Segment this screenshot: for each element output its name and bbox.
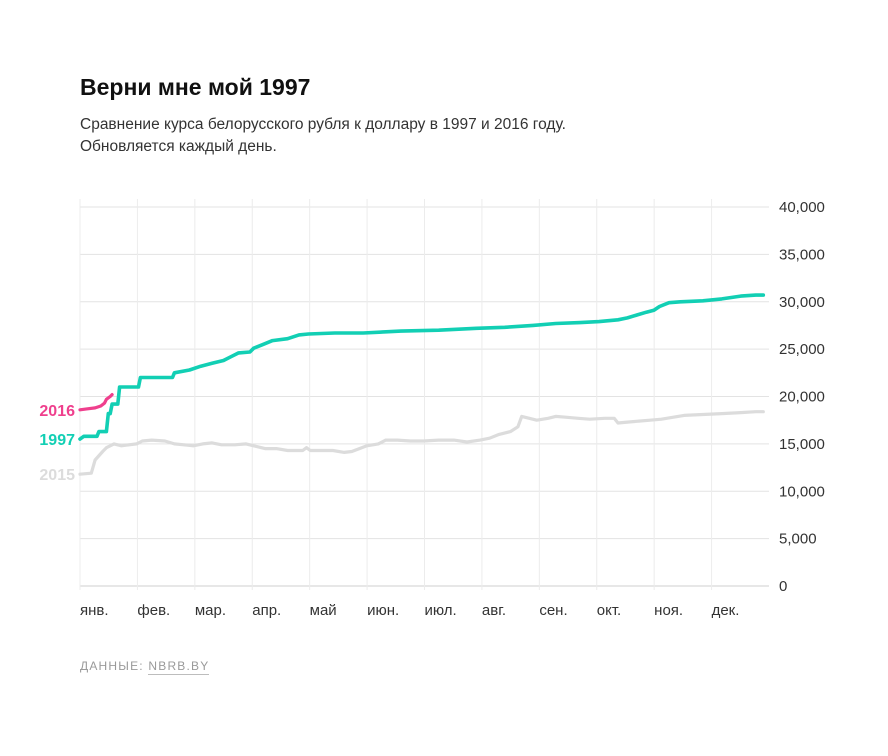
source-label: ДАННЫЕ:	[80, 659, 144, 673]
y-tick-label: 25,000	[779, 341, 825, 358]
y-tick-label: 35,000	[779, 246, 825, 263]
y-tick-label: 15,000	[779, 436, 825, 453]
y-tick-label: 5,000	[779, 531, 817, 548]
x-tick-label: янв.	[80, 602, 109, 619]
y-tick-label: 10,000	[779, 483, 825, 500]
series-line-1997	[78, 293, 766, 441]
x-tick-label: мар.	[195, 602, 226, 619]
series-label-1997: 1997	[39, 432, 75, 449]
axis-layer: 0 5,000 10,000 15,000 20,000 25,000 30,000 35,0…	[80, 199, 825, 619]
x-tick-label: сен.	[539, 602, 567, 619]
chart-title: Верни мне мой 1997	[80, 74, 311, 100]
y-tick-label: 0	[779, 578, 787, 595]
y-tick-label: 20,000	[779, 389, 825, 406]
line-chart: 0 5,000 10,000 15,000 20,000 25,000 30,000 35,0…	[39, 199, 825, 619]
subtitle-line-1: Сравнение курса белорусского рубля к дол…	[80, 116, 566, 133]
x-tick-label: окт.	[597, 602, 621, 619]
x-tick-label: май	[310, 602, 337, 619]
legend-labels: 2015 1997 2016	[39, 403, 75, 484]
chart-subtitle: Сравнение курса белорусского рубля к дол…	[80, 114, 680, 158]
x-tick-label: дек.	[712, 602, 740, 619]
series-label-2015: 2015	[39, 467, 75, 484]
series-line-2015	[78, 410, 765, 476]
x-tick-label: июл.	[425, 602, 457, 619]
series-line-2016	[78, 393, 114, 412]
x-tick-label: фев.	[137, 602, 170, 619]
y-tick-label: 30,000	[779, 294, 825, 311]
y-tick-label: 40,000	[779, 199, 825, 216]
x-tick-label: авг.	[482, 602, 506, 619]
x-tick-label: апр.	[252, 602, 281, 619]
x-tick-label: ноя.	[654, 602, 683, 619]
grid-layer	[79, 199, 769, 590]
series-label-2016: 2016	[39, 403, 75, 420]
data-source: ДАННЫЕ: NBRB.BY	[80, 659, 210, 675]
series-layer	[78, 293, 766, 476]
x-tick-label: июн.	[367, 602, 399, 619]
source-link[interactable]: NBRB.BY	[148, 659, 210, 675]
subtitle-line-2: Обновляется каждый день.	[80, 138, 277, 155]
